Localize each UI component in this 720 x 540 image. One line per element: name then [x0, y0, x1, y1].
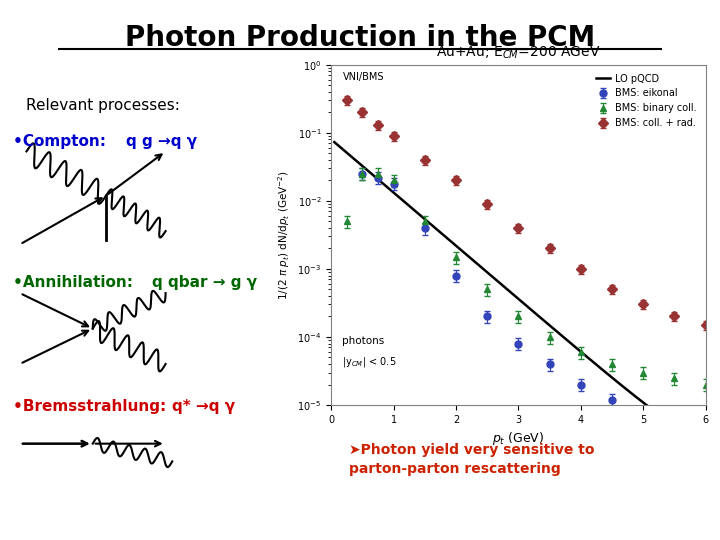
Text: •Bremsstrahlung:: •Bremsstrahlung: — [13, 400, 172, 414]
Text: •Compton:: •Compton: — [13, 134, 112, 148]
Text: photons: photons — [343, 336, 384, 346]
LO pQCD — [330, 139, 338, 145]
Text: q g →q γ: q g →q γ — [126, 134, 197, 148]
Text: Relevant processes:: Relevant processes: — [27, 98, 181, 113]
LO pQCD — [669, 422, 678, 428]
Text: Photon Production in the PCM: Photon Production in the PCM — [125, 24, 595, 52]
LO pQCD — [331, 140, 340, 146]
Title: Au+Au; E$_{CM}$=200 AGeV: Au+Au; E$_{CM}$=200 AGeV — [436, 44, 600, 61]
LO pQCD — [576, 348, 585, 355]
X-axis label: $p_t$ (GeV): $p_t$ (GeV) — [492, 430, 544, 447]
Text: q qbar → g γ: q qbar → g γ — [153, 275, 258, 291]
Text: q* →q γ: q* →q γ — [172, 400, 235, 414]
Y-axis label: 1/(2 $\pi$ $p_t$) dN/d$p_t$ (GeV$^{-2}$): 1/(2 $\pi$ $p_t$) dN/d$p_t$ (GeV$^{-2}$) — [276, 170, 292, 300]
Text: |y$_{CM}$| < 0.5: |y$_{CM}$| < 0.5 — [343, 355, 397, 369]
Legend: LO pQCD, BMS: eikonal, BMS: binary coll., BMS: coll. + rad.: LO pQCD, BMS: eikonal, BMS: binary coll.… — [592, 70, 701, 132]
LO pQCD — [568, 342, 577, 348]
LO pQCD — [695, 437, 703, 444]
Text: •Annihilation:: •Annihilation: — [13, 275, 138, 291]
LO pQCD — [570, 343, 578, 349]
Line: LO pQCD: LO pQCD — [334, 142, 720, 458]
Text: VNI/BMS: VNI/BMS — [343, 72, 384, 82]
Text: ➤Photon yield very sensitive to
parton-parton rescattering: ➤Photon yield very sensitive to parton-p… — [349, 443, 595, 476]
